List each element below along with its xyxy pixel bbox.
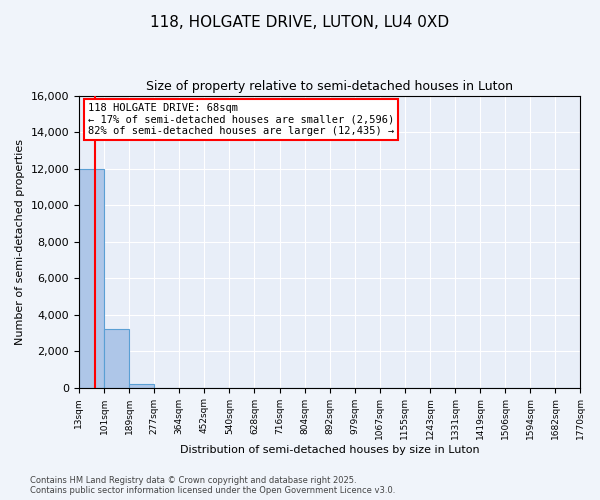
Bar (129, 384, 154, 388)
Text: 118, HOLGATE DRIVE, LUTON, LU4 0XD: 118, HOLGATE DRIVE, LUTON, LU4 0XD (151, 15, 449, 30)
Text: 118 HOLGATE DRIVE: 68sqm
← 17% of semi-detached houses are smaller (2,596)
82% o: 118 HOLGATE DRIVE: 68sqm ← 17% of semi-d… (88, 103, 394, 136)
Text: Contains HM Land Registry data © Crown copyright and database right 2025.
Contai: Contains HM Land Registry data © Crown c… (30, 476, 395, 495)
Bar (79, 168, 104, 388)
Bar (104, 329, 129, 388)
Y-axis label: Number of semi-detached properties: Number of semi-detached properties (15, 138, 25, 344)
Title: Size of property relative to semi-detached houses in Luton: Size of property relative to semi-detach… (146, 80, 513, 93)
X-axis label: Distribution of semi-detached houses by size in Luton: Distribution of semi-detached houses by … (180, 445, 479, 455)
